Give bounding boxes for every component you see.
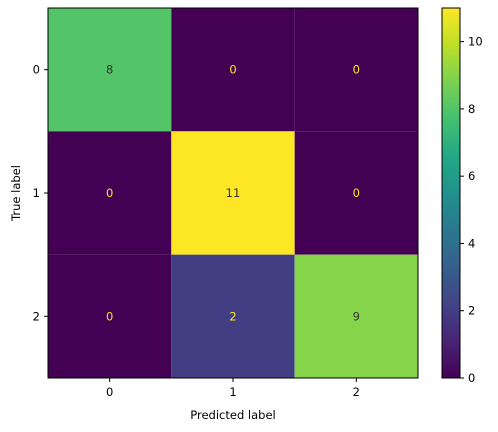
cell-value-label: 0 [353, 63, 360, 77]
heatmap-cell [294, 8, 418, 132]
y-axis-label: True label [9, 165, 23, 222]
cell-value-label: 2 [229, 309, 236, 323]
heatmap-cell [294, 131, 418, 255]
heatmap-cell [48, 8, 172, 132]
heatmap-cell [171, 131, 295, 255]
colorbar-tick-label: 0 [468, 371, 475, 385]
x-tick-label: 0 [106, 385, 113, 399]
colorbar-tick-label: 6 [468, 169, 475, 183]
heatmap-cell [171, 8, 295, 132]
x-tick-label: 1 [229, 385, 236, 399]
x-axis-label: Predicted label [190, 408, 275, 422]
colorbar-tick-label: 4 [468, 236, 475, 250]
x-tick-label: 2 [353, 385, 360, 399]
cell-value-label: 0 [106, 309, 113, 323]
colorbar [441, 7, 461, 379]
cell-value-label: 0 [229, 63, 236, 77]
colorbar-tick-label: 8 [468, 102, 475, 116]
colorbar-tick-label: 2 [468, 304, 475, 318]
cell-value-label: 8 [106, 63, 113, 77]
y-axis-ticks: 0 1 2 [33, 63, 48, 323]
cell-value-label: 9 [353, 309, 360, 323]
colorbar-tick-label: 10 [468, 35, 483, 49]
y-tick-label: 0 [33, 63, 40, 77]
heatmap-cell [171, 254, 295, 378]
y-tick-label: 1 [33, 186, 40, 200]
cell-value-label: 0 [106, 186, 113, 200]
cell-value-label: 0 [353, 186, 360, 200]
colorbar-ticks: 0 2 4 6 8 10 [460, 35, 483, 385]
heatmap-cell [48, 131, 172, 255]
cell-value-label: 11 [226, 186, 241, 200]
heatmap-cell [48, 254, 172, 378]
x-axis-ticks: 0 1 2 [106, 378, 360, 399]
heatmap-cells: 8 0 0 0 11 0 0 2 9 [48, 8, 418, 378]
y-tick-label: 2 [33, 309, 40, 323]
heatmap-cell [294, 254, 418, 378]
